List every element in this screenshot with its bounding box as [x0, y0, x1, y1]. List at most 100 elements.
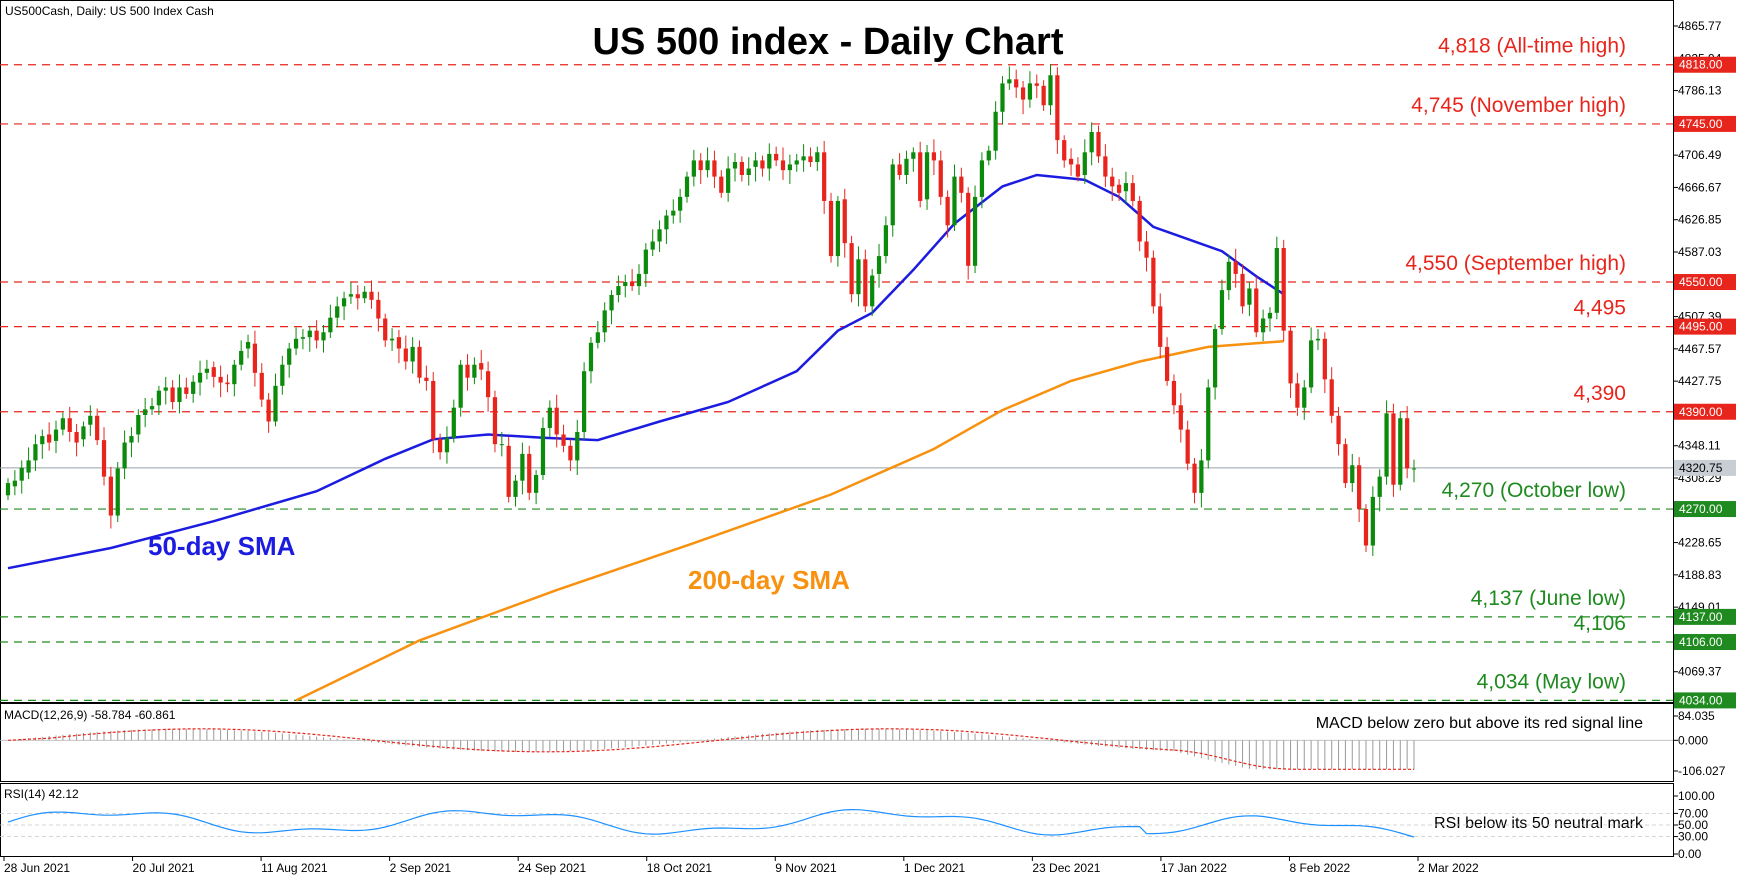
candle-up [753, 160, 758, 167]
candle-down [1151, 257, 1156, 307]
candle-down [95, 415, 100, 441]
candle-down [1233, 261, 1238, 274]
candle-down [266, 399, 271, 422]
candle-down [849, 243, 854, 295]
candle-up [307, 330, 312, 338]
candle-down [314, 330, 319, 341]
candle-down [1055, 75, 1060, 141]
macd-panel-frame [0, 703, 1674, 782]
candle-down [808, 156, 813, 163]
level-tag [1674, 56, 1736, 73]
candle-up [410, 346, 415, 362]
candle-down [485, 371, 491, 398]
candle-up [1007, 79, 1012, 84]
candle-up [1123, 183, 1129, 192]
rsi-label: RSI(14) 42.12 [4, 787, 79, 801]
candle-down [712, 160, 717, 177]
candle-up [540, 427, 546, 475]
candle-up [40, 436, 45, 445]
level-tag-label: 4106.00 [1679, 635, 1723, 649]
current-price-label: 4320.75 [1679, 461, 1723, 475]
candle-up [657, 229, 662, 242]
candle-up [1000, 83, 1005, 112]
candle-up [664, 215, 669, 230]
candle-down [1014, 79, 1019, 88]
candle-up [293, 338, 299, 349]
x-tick-label: 17 Jan 2022 [1161, 861, 1227, 875]
current-price-tag [1674, 459, 1736, 476]
candle-up [136, 414, 141, 435]
candle-up [287, 348, 292, 365]
sma200-line [295, 339, 1284, 702]
candle-down [1041, 85, 1046, 106]
candle-up [1048, 75, 1053, 106]
candle-up [321, 332, 326, 341]
candle-down [67, 418, 72, 433]
candle-up [335, 306, 340, 318]
candle-down [1158, 306, 1163, 347]
candle-up [1219, 290, 1225, 330]
candle-up [732, 162, 738, 169]
level-label: 4,034 (May low) [1477, 670, 1626, 693]
x-tick-label: 28 Jun 2021 [4, 861, 70, 875]
candle-up [1411, 468, 1417, 470]
candle-up [129, 436, 134, 443]
candle-up [746, 168, 751, 175]
candle-up [472, 364, 477, 378]
candle-up [341, 298, 347, 307]
candle-up [575, 432, 580, 461]
candle-up [1247, 288, 1252, 305]
candle-down [1020, 87, 1026, 100]
candle-up [1302, 387, 1307, 408]
candle-up [143, 409, 148, 415]
candle-up [1377, 476, 1382, 497]
x-tick-label: 24 Sep 2021 [518, 861, 586, 875]
candle-down [1096, 132, 1101, 157]
candle-up [595, 332, 600, 343]
candle-down [369, 291, 374, 300]
candle-up [1082, 152, 1087, 175]
candle-up [451, 407, 456, 438]
level-label: 4,106 [1573, 612, 1626, 635]
candle-up [1226, 261, 1231, 291]
candle-up [1398, 418, 1403, 485]
candle-down [1405, 418, 1410, 469]
level-tag [1674, 692, 1736, 709]
candle-up [12, 480, 17, 487]
candle-down [959, 176, 964, 193]
candle-up [801, 156, 806, 161]
candle-down [1137, 200, 1142, 242]
candle-down [1110, 176, 1115, 187]
candle-down [437, 439, 443, 453]
candle-up [115, 468, 120, 516]
macd-tick-label: -106.027 [1678, 764, 1726, 778]
level-tag [1674, 403, 1736, 420]
candle-up [1089, 132, 1094, 153]
candle-up [533, 474, 539, 493]
candle-down [479, 363, 484, 370]
x-tick-label: 23 Dec 2021 [1032, 861, 1100, 875]
candle-up [149, 406, 155, 410]
x-tick-label: 9 Nov 2021 [775, 861, 837, 875]
chart-title: US 500 index - Daily Chart [593, 21, 1064, 63]
candle-up [1206, 387, 1211, 461]
level-tag-label: 4034.00 [1679, 693, 1723, 707]
candle-up [177, 387, 182, 403]
candle-up [856, 259, 861, 295]
candle-up [389, 338, 395, 341]
candle-down [1171, 380, 1177, 406]
level-tag [1674, 115, 1736, 132]
candle-up [1384, 413, 1389, 477]
candle-down [554, 407, 559, 435]
candle-up [890, 164, 895, 226]
candle-up [1212, 329, 1218, 388]
candle-up [156, 390, 162, 406]
candle-up [582, 371, 587, 433]
candle-down [1391, 413, 1396, 485]
level-tag-label: 4270.00 [1679, 502, 1723, 516]
macd-tick-label: 0.000 [1678, 733, 1708, 747]
candle-up [794, 160, 799, 165]
candle-up [1267, 312, 1273, 319]
y-tick-label: 4666.67 [1678, 180, 1722, 194]
candle-up [81, 426, 86, 440]
